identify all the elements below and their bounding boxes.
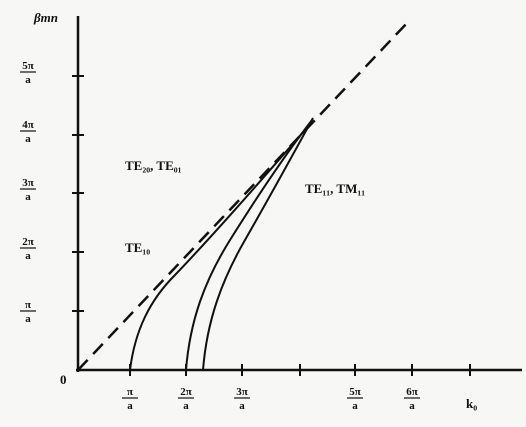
fraction-denominator: a xyxy=(352,400,358,412)
fraction-denominator: a xyxy=(25,74,31,86)
fraction-numerator: 3π xyxy=(22,177,34,189)
fraction-denominator: a xyxy=(25,313,31,325)
fraction-denominator: a xyxy=(183,400,189,412)
fraction-denominator: a xyxy=(25,133,31,145)
fraction-numerator: π xyxy=(127,386,133,398)
curve-label: TE₁₁, TM₁₁ xyxy=(305,181,365,196)
fraction-numerator: 2π xyxy=(22,236,34,248)
y-axis-label: βmn xyxy=(33,10,58,25)
fraction-numerator: π xyxy=(25,299,31,311)
curve-label: TE₂₀, TE₀₁ xyxy=(125,158,182,173)
fraction-denominator: a xyxy=(127,400,133,412)
fraction-numerator: 2π xyxy=(180,386,192,398)
fraction-denominator: a xyxy=(25,191,31,203)
fraction-numerator: 6π xyxy=(406,386,418,398)
origin-label: 0 xyxy=(60,372,67,387)
fraction-numerator: 5π xyxy=(22,60,34,72)
fraction-denominator: a xyxy=(25,250,31,262)
fraction-numerator: 5π xyxy=(349,386,361,398)
diagram: βmn 0 k₀ TE₂₀, TE₀₁ TE₁₀ TE₁₁, TM₁₁ πa2π… xyxy=(0,0,526,427)
fraction-denominator: a xyxy=(239,400,245,412)
fraction-denominator: a xyxy=(409,400,415,412)
curve-label: TE₁₀ xyxy=(125,240,150,255)
x-axis-label: k₀ xyxy=(466,396,477,411)
fraction-numerator: 3π xyxy=(236,386,248,398)
fraction-numerator: 4π xyxy=(22,119,34,131)
